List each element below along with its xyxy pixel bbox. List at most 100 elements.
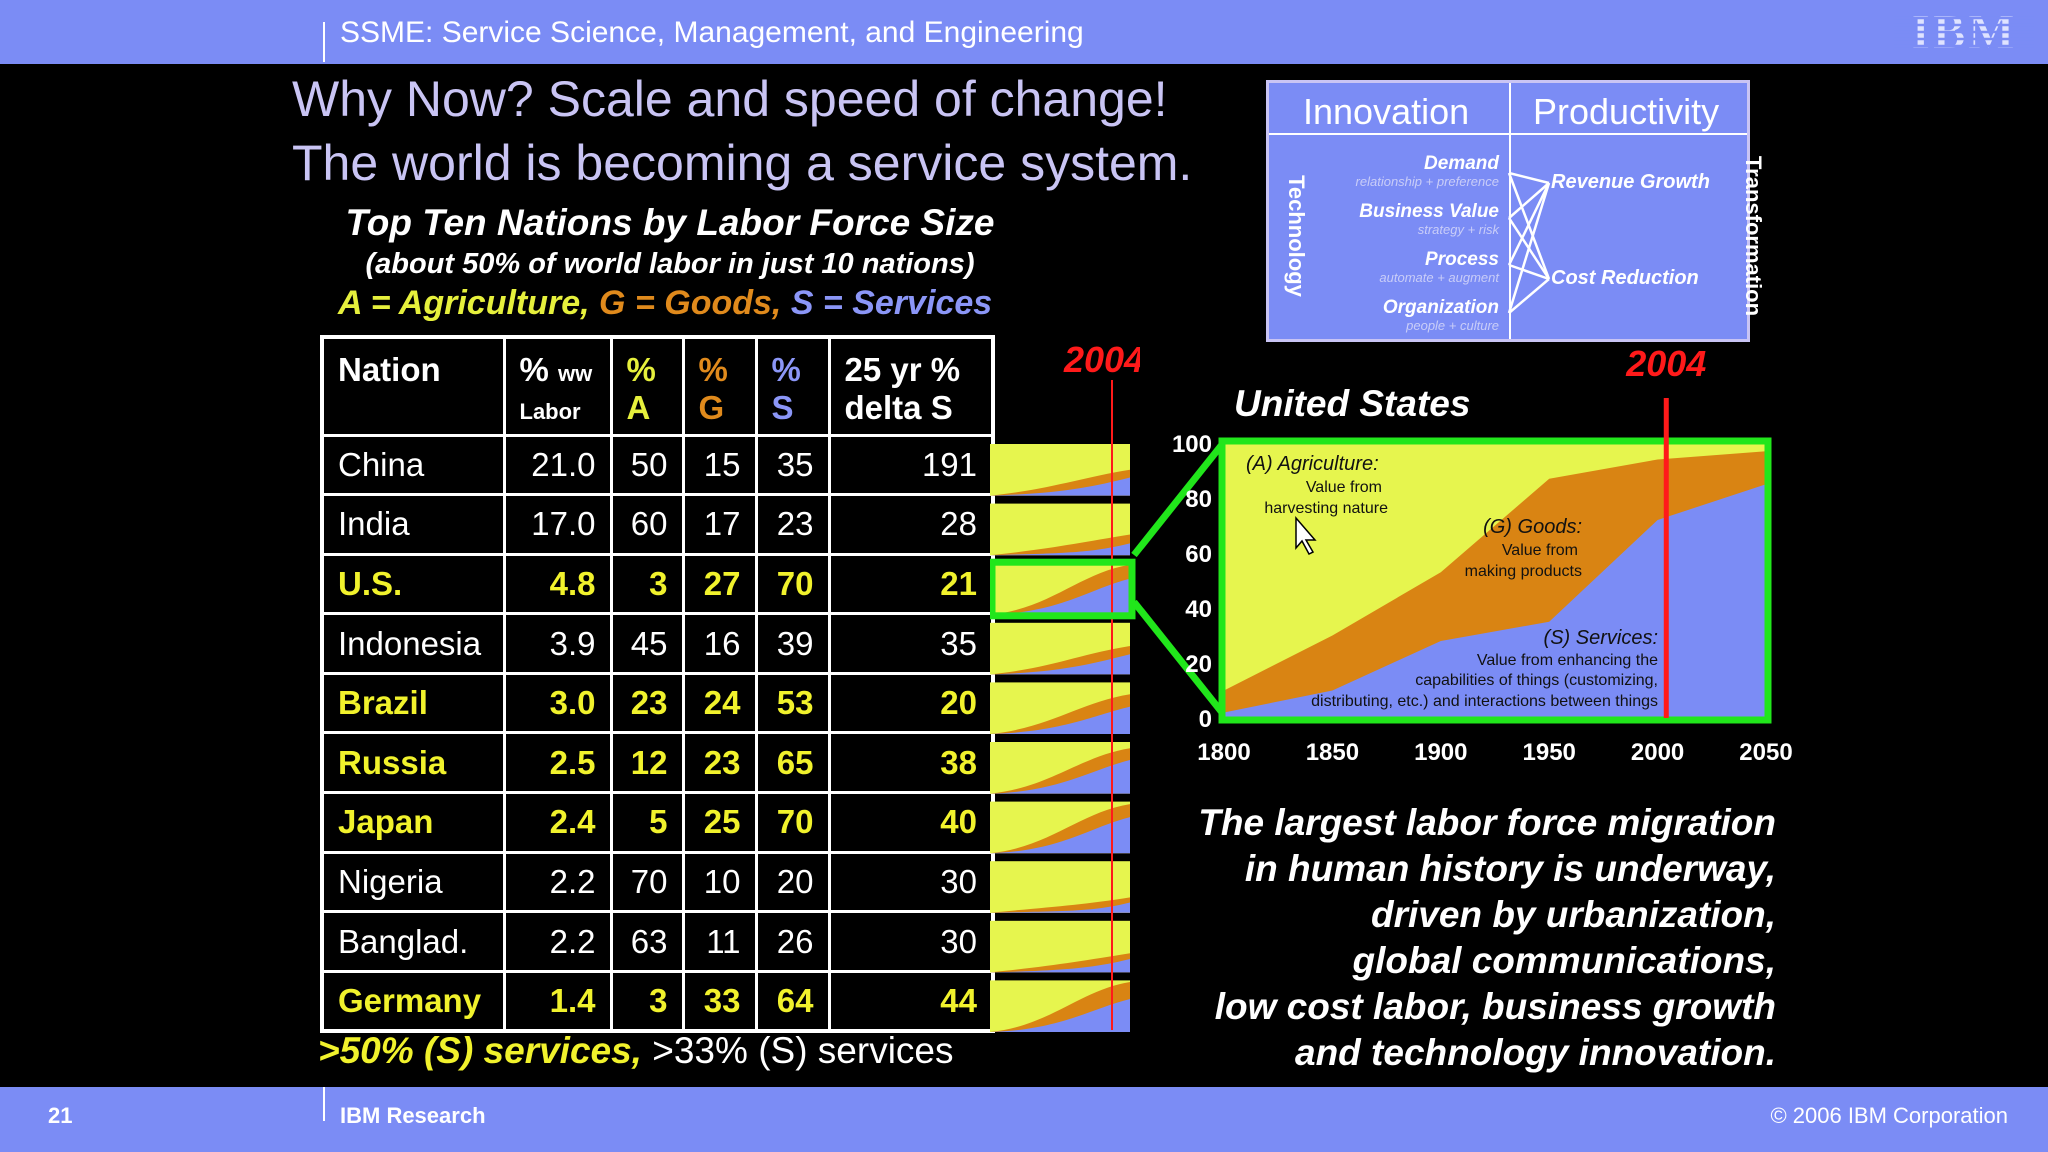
zoom-line-bottom (1131, 599, 1227, 718)
header-pct-agriculture: % A (609, 335, 685, 437)
mini-trend-chart (990, 503, 1130, 556)
goods-annotation-line: Value from (1502, 542, 1578, 559)
us-row-highlight (990, 558, 1136, 620)
table-row: Japan 2.4 5 25 70 40 (320, 791, 995, 854)
pct-goods-cell: 24 (681, 671, 758, 735)
pct-services-cell: 39 (754, 612, 831, 675)
table-row: Indonesia 3.9 45 16 39 35 (320, 612, 995, 675)
ww-labor-cell: 21.0 (502, 433, 613, 497)
footer-divider (323, 1087, 325, 1121)
business-value-item: Business Value strategy + risk (1359, 201, 1499, 237)
delta-services-cell: 191 (827, 433, 995, 497)
pct-services-cell: 53 (754, 671, 831, 735)
header-pct-services: % S (754, 335, 831, 437)
mini-services-area (990, 902, 1130, 913)
mini-trend-chart (990, 920, 1130, 973)
pct-goods-cell: 23 (681, 731, 758, 795)
agriculture-annotation-line: Value from (1306, 479, 1382, 496)
pct-services-cell: 23 (754, 493, 831, 556)
ww-labor-cell: 2.4 (502, 791, 613, 854)
delta-services-cell: 40 (827, 791, 995, 854)
pct-goods-cell: 27 (681, 552, 758, 616)
header-title: SSME: Service Science, Management, and E… (340, 16, 1084, 49)
pct-goods-cell: 33 (681, 969, 758, 1033)
ww-labor-cell: 3.0 (502, 671, 613, 735)
nation-cell: Indonesia (320, 612, 506, 675)
legend-goods: G = Goods (599, 284, 772, 322)
header-bar: SSME: Service Science, Management, and E… (0, 0, 2048, 64)
agriculture-annotation-title: (A) Agriculture: (1246, 453, 1379, 475)
pct-agriculture-cell: 70 (609, 850, 685, 914)
mouse-cursor-icon (1295, 515, 1317, 555)
mini-trend-chart (990, 622, 1130, 675)
pct-agriculture-cell: 3 (609, 969, 685, 1033)
delta-services-cell: 30 (827, 910, 995, 973)
header-nation: Nation (320, 335, 506, 437)
header-pct-goods: % G (681, 335, 758, 437)
pct-agriculture-cell: 60 (609, 493, 685, 556)
mini-year-label: 2004 (1063, 340, 1140, 380)
headline-line-1: Why Now? Scale and speed of change! (292, 71, 1168, 127)
footer-org: IBM Research (340, 1103, 486, 1128)
x-tick-label: 1950 (1523, 739, 1576, 766)
mini-trend-chart (990, 563, 1130, 615)
nation-cell: Germany (320, 969, 506, 1033)
delta-services-cell: 21 (827, 552, 995, 616)
table-row: U.S. 4.8 3 27 70 21 (320, 552, 995, 616)
pct-services-cell: 65 (754, 731, 831, 795)
ww-labor-cell: 4.8 (502, 552, 613, 616)
ww-labor-cell: 3.9 (502, 612, 613, 675)
nation-cell: Banglad. (320, 910, 506, 973)
innovation-header: Innovation (1303, 91, 1470, 132)
mini-trend-chart (990, 980, 1130, 1032)
ww-labor-cell: 17.0 (502, 493, 613, 556)
ibm-logo: IBM (1894, 8, 2034, 54)
ww-labor-cell: 1.4 (502, 969, 613, 1033)
agriculture-annotation-line: harvesting nature (1264, 500, 1388, 517)
x-tick-label: 1850 (1306, 739, 1359, 766)
services-annotation-line: Value from enhancing the (1477, 652, 1658, 669)
ww-labor-cell: 2.5 (502, 731, 613, 795)
legend-agriculture: A = Agriculture (338, 284, 581, 322)
delta-services-cell: 30 (827, 850, 995, 914)
slide-number: 21 (48, 1103, 73, 1128)
mini-services-area (990, 543, 1130, 556)
mini-trend-charts: 2004 (990, 340, 1140, 1032)
table-subtitle: (about 50% of world labor in just 10 nat… (365, 248, 975, 280)
y-tick-label: 60 (1185, 541, 1212, 568)
table-header-row: Nation % ww Labor % A % G % S 25 yr % delta … (320, 335, 995, 437)
mini-trend-chart (990, 682, 1130, 734)
y-tick-label: 40 (1185, 596, 1212, 623)
y-tick-label: 100 (1172, 431, 1212, 458)
mini-services-area (990, 958, 1130, 973)
delta-services-cell: 38 (827, 731, 995, 795)
x-tick-label: 1900 (1414, 739, 1467, 766)
nations-table: Nation % ww Labor % A % G % S 25 yr % delta … (320, 335, 995, 1033)
table-row: Nigeria 2.2 70 10 20 30 (320, 850, 995, 914)
nation-cell: Japan (320, 791, 506, 854)
table-row: Germany 1.4 3 33 64 44 (320, 969, 995, 1033)
delta-services-cell: 44 (827, 969, 995, 1033)
innovation-links (1507, 171, 1551, 314)
mini-services-area (990, 578, 1130, 615)
header-divider (323, 22, 325, 62)
mini-services-area (990, 477, 1130, 496)
demand-item: Demand relationship + preference (1355, 153, 1499, 189)
services-annotation-line: distributing, etc.) and interactions bet… (1311, 693, 1658, 710)
mini-trend-chart (990, 801, 1130, 854)
x-tick-label: 2050 (1739, 739, 1792, 766)
y-tick-label: 20 (1185, 651, 1212, 678)
box-vertical-divider (1509, 83, 1511, 339)
pct-services-cell: 35 (754, 433, 831, 497)
pct-goods-cell: 16 (681, 612, 758, 675)
goods-annotation-line: making products (1465, 563, 1582, 580)
pct-agriculture-cell: 12 (609, 731, 685, 795)
mini-trend-chart (990, 861, 1130, 913)
footer-copyright: © 2006 IBM Corporation (1770, 1103, 2008, 1128)
productivity-header: Productivity (1533, 91, 1720, 132)
pct-goods-cell: 17 (681, 493, 758, 556)
pct-goods-cell: 15 (681, 433, 758, 497)
migration-line-4: global communications, (1352, 940, 1777, 981)
delta-services-cell: 28 (827, 493, 995, 556)
pct-services-cell: 26 (754, 910, 831, 973)
